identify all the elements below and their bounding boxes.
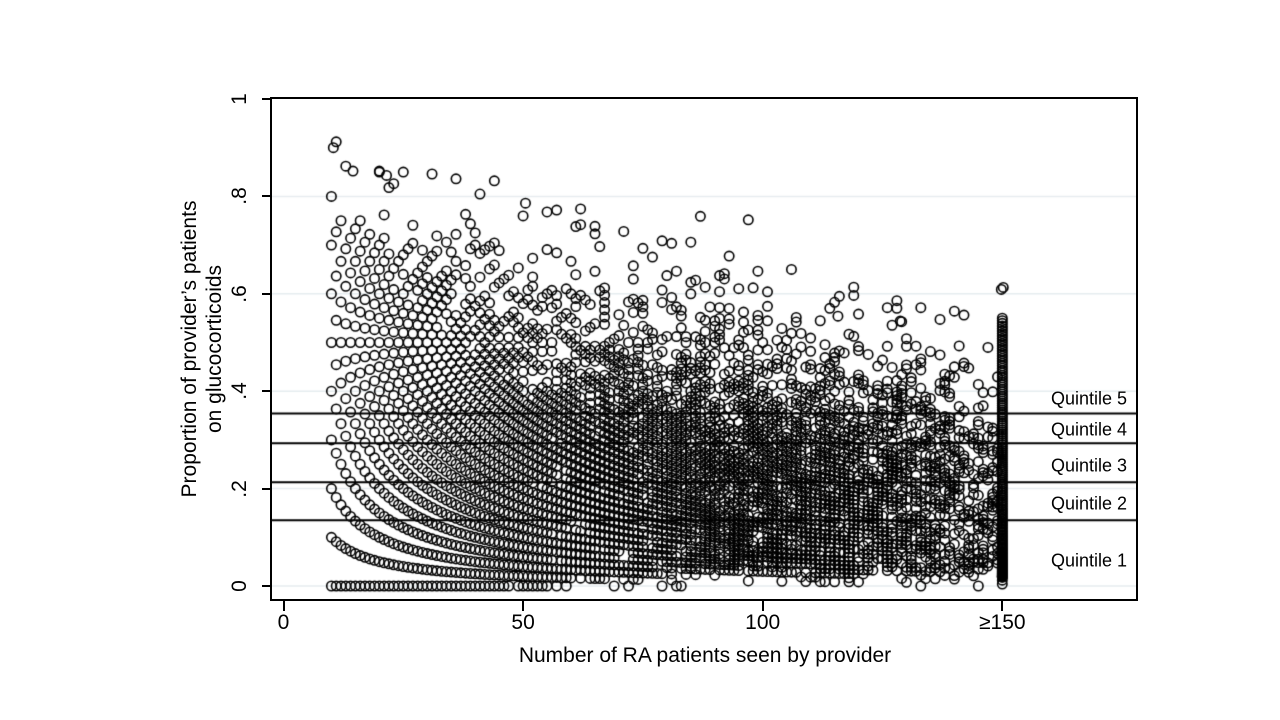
- x-tick-label-1: 50: [511, 611, 535, 634]
- y-axis-title: Proportion of provider’s patients on glu…: [177, 201, 227, 498]
- y-tick-label-3: .6: [228, 285, 251, 303]
- y-tick-mark-0: [262, 584, 270, 587]
- y-tick-mark-5: [262, 98, 270, 100]
- quintile-label-4: Quintile 4: [1050, 419, 1128, 440]
- y-tick-label-4: .8: [228, 187, 251, 206]
- y-tick-label-0: 0: [228, 580, 251, 592]
- plot-frame: [270, 97, 1138, 601]
- y-tick-label-1: .2: [228, 479, 251, 498]
- x-tick-label-3: ≥150: [979, 611, 1026, 634]
- y-axis-title-line1: Proportion of provider’s patients: [178, 200, 201, 498]
- x-tick-label-0: 0: [277, 611, 290, 634]
- y-tick-mark-1: [262, 487, 270, 490]
- x-tick-mark-1: [522, 601, 525, 611]
- y-tick-mark-2: [262, 390, 270, 393]
- y-tick-mark-3: [262, 292, 270, 295]
- y-axis-title-line2: on glucocorticoids: [203, 264, 226, 434]
- x-tick-mark-0: [282, 601, 285, 611]
- x-axis-title: Number of RA patients seen by provider: [518, 644, 892, 667]
- quintile-label-1: Quintile 1: [1050, 550, 1128, 571]
- quintile-label-3: Quintile 3: [1050, 455, 1128, 476]
- quintile-label-2: Quintile 2: [1050, 493, 1128, 514]
- x-tick-label-2: 100: [745, 611, 781, 634]
- scatter-canvas: [272, 99, 1136, 599]
- quintile-label-5: Quintile 5: [1050, 388, 1128, 409]
- x-tick-mark-2: [761, 601, 764, 611]
- y-tick-label-2: .4: [228, 382, 251, 400]
- y-tick-mark-4: [262, 195, 270, 198]
- y-tick-label-5: 1: [228, 93, 251, 105]
- x-tick-mark-3: [1001, 601, 1004, 611]
